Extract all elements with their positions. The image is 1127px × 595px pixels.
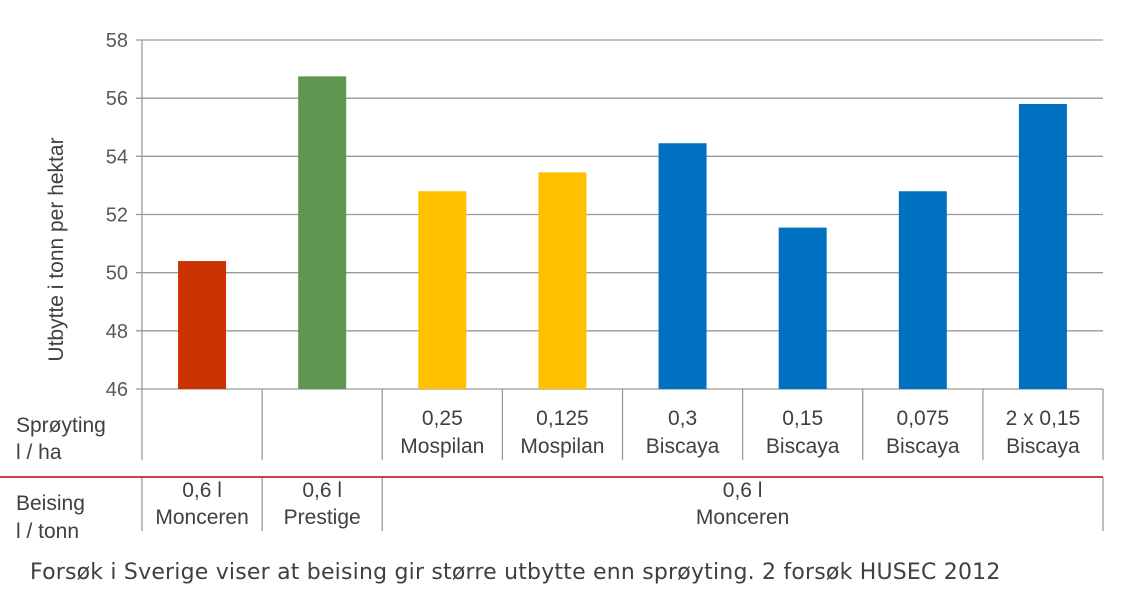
bar [178, 261, 227, 389]
seed-treatment-dose-label: 0,6 l [302, 479, 342, 502]
y-tick-label: 50 [106, 263, 128, 285]
seed-treatment-product-label: Monceren [696, 506, 789, 529]
spraying-product-label: Biscaya [886, 435, 960, 458]
row-header-spraying-unit: l / ha [16, 441, 62, 464]
spraying-dose-label: 0,15 [782, 407, 823, 430]
y-tick-label: 56 [106, 88, 128, 110]
seed-treatment-dose-label: 0,6 l [723, 479, 763, 502]
y-tick-label: 54 [106, 146, 128, 168]
chart-caption: Forsøk i Sverige viser at beising gir st… [30, 560, 1001, 585]
bar [1018, 103, 1067, 389]
bar [298, 76, 347, 390]
row-header-spraying: Sprøyting [16, 414, 106, 437]
spraying-product-label: Biscaya [646, 435, 720, 458]
row-header-seed-treatment: Beising [16, 492, 85, 515]
bar [418, 191, 467, 389]
bar [898, 191, 947, 389]
spraying-dose-label: 0,3 [668, 407, 697, 430]
spraying-dose-label: 0,075 [897, 407, 950, 430]
y-tick-label: 58 [106, 30, 128, 52]
spraying-product-label: Mospilan [520, 435, 604, 458]
y-axis-label: Utbytte i tonn per hektar [45, 137, 68, 361]
row-header-seed-treatment-unit: l / tonn [16, 520, 79, 543]
y-tick-label: 46 [106, 379, 128, 401]
seed-treatment-product-label: Monceren [155, 506, 248, 529]
y-tick-label: 52 [106, 205, 128, 227]
seed-treatment-dose-label: 0,6 l [182, 479, 222, 502]
spraying-dose-label: 0,25 [422, 407, 463, 430]
spraying-dose-label: 0,125 [536, 407, 589, 430]
bar-chart: 46 48 50 52 54 56 58 Utbytte i tonn per hektar 0… [0, 30, 1104, 543]
bar [538, 172, 587, 389]
spraying-product-label: Biscaya [1006, 435, 1080, 458]
bar [778, 227, 827, 389]
y-tick-label: 48 [106, 321, 128, 343]
spraying-dose-label: 2 x 0,15 [1006, 407, 1081, 430]
bar [658, 143, 707, 389]
seed-treatment-product-label: Prestige [284, 506, 361, 529]
spraying-product-label: Biscaya [766, 435, 840, 458]
spraying-product-label: Mospilan [400, 435, 484, 458]
